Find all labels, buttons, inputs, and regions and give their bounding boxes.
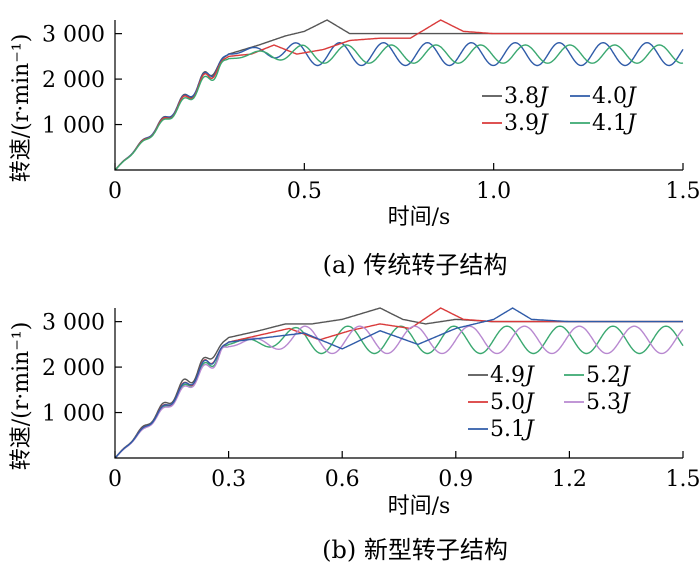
chart-b-caption: (b) 新型转子结构 <box>322 536 508 564</box>
chart-b-series-5-3J <box>114 325 684 459</box>
chart-b-ytick-label: 2 000 <box>42 356 105 381</box>
chart-b-xtick-label: 0.6 <box>325 467 360 492</box>
chart-a-xtick-label: 0.5 <box>287 179 322 204</box>
chart-b-legend-label: 4.9J <box>490 363 535 388</box>
chart-a-xlabel: 时间/s <box>388 205 451 230</box>
chart-a-ytick-label: 2 000 <box>42 68 105 93</box>
chart-b-legend-label: 5.3J <box>586 390 631 415</box>
chart-b: 0 0.3 0.6 0.9 1.2 1.5 1 000 2 000 3 000 4.9J 5.2J… <box>9 307 700 564</box>
chart-a-series-4-1J <box>114 44 684 171</box>
chart-a-xtick-label: 0 <box>108 179 122 204</box>
chart-b-xtick-label: 0 <box>108 467 122 492</box>
chart-b-xtick-label: 1.5 <box>666 467 700 492</box>
chart-a-ylabel: 转速/(r·min⁻¹) <box>9 34 34 183</box>
chart-b-xtick-label: 0.3 <box>211 467 246 492</box>
chart-a-xtick-label: 1.0 <box>476 179 511 204</box>
chart-b-series-5-1J <box>114 307 683 459</box>
chart-a-legend-label: 4.0J <box>592 84 637 109</box>
chart-b-xtick-label: 1.2 <box>552 467 587 492</box>
chart-a-series-4-0J <box>114 42 684 171</box>
chart-a-ytick-label: 3 000 <box>42 23 105 48</box>
chart-a-caption: (a) 传统转子结构 <box>323 251 508 279</box>
chart-b-legend-label: 5.2J <box>586 363 631 388</box>
chart-a-ytick-label: 1 000 <box>42 114 105 139</box>
chart-a-legend-label: 3.9J <box>504 111 549 136</box>
chart-b-legend-label: 5.0J <box>490 390 535 415</box>
chart-b-xlabel: 时间/s <box>388 494 451 519</box>
chart-b-ylabel: 转速/(r·min⁻¹) <box>9 322 34 471</box>
chart-a-legend-label: 3.8J <box>504 84 549 109</box>
chart-b-legend-label: 5.1J <box>490 417 535 442</box>
chart-a-xtick-label: 1.5 <box>666 179 700 204</box>
chart-a-series-3-9J <box>114 19 683 171</box>
chart-b-xtick-label: 0.9 <box>438 467 473 492</box>
chart-b-ytick-label: 3 000 <box>42 311 105 336</box>
chart-a-legend-label: 4.1J <box>592 111 637 136</box>
chart-a: 0 0.5 1.0 1.5 1 000 2 000 3 000 3.8J 4.0J 3.9J 4.… <box>9 19 700 279</box>
chart-b-ytick-label: 1 000 <box>42 402 105 427</box>
